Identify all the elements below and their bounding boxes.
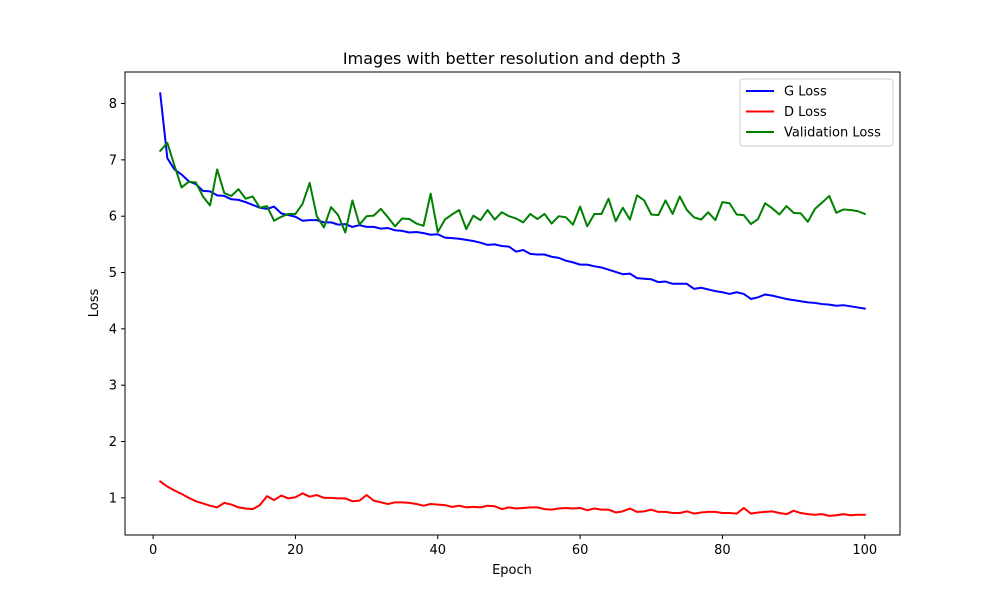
y-tick-label: 3 [109,379,117,394]
y-tick-label: 5 [109,266,117,281]
y-tick-label: 6 [109,210,117,225]
legend-entry: Validation Loss [784,126,881,141]
x-tick-label: 80 [714,543,731,558]
x-axis-ticks: 0 20 40 60 80 100 [149,535,877,558]
legend: G Loss D Loss Validation Loss [739,78,894,147]
series-line-g-loss [159,92,866,310]
plot-frame [124,71,901,536]
series-line-validation-loss [158,141,867,234]
chart-title: Images with better resolution and depth … [343,49,681,68]
series-line-d-loss [158,480,866,517]
series-layer [158,92,867,517]
y-tick-label: 7 [109,153,117,168]
x-tick-label: 100 [852,543,877,558]
x-tick-label: 0 [149,543,157,558]
y-tick-label: 1 [109,491,117,506]
x-tick-label: 60 [572,543,589,558]
y-tick-label: 8 [109,97,117,112]
legend-box [739,78,894,147]
x-tick-label: 40 [430,543,447,558]
legend-entry: D Loss [784,105,827,120]
x-tick-label: 20 [287,543,304,558]
y-axis-label: Loss [87,289,102,318]
x-axis-label: Epoch [492,563,532,578]
legend-entry: G Loss [784,85,827,100]
y-tick-label: 2 [109,435,117,450]
y-axis-ticks: 1 2 3 4 5 6 7 8 [109,97,125,506]
y-tick-label: 4 [109,322,117,337]
